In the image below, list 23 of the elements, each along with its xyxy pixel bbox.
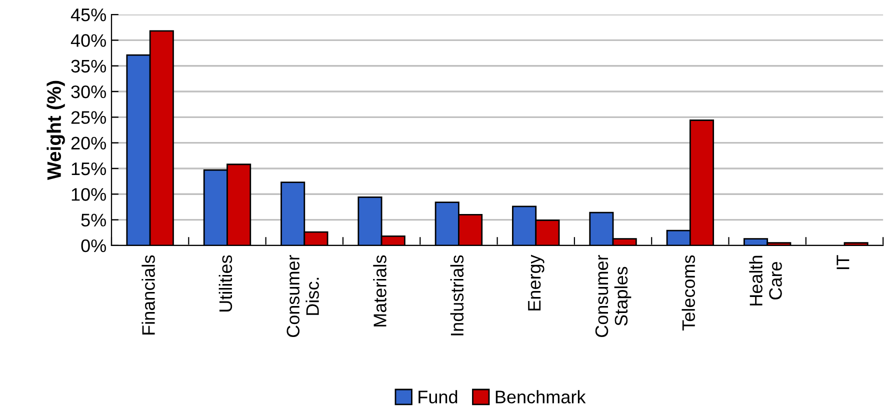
- y-tick-label: 10%: [72, 188, 106, 201]
- y-tick-label: 15%: [72, 162, 106, 176]
- x-tick-label: Telecoms: [682, 255, 696, 331]
- x-tick-label: Financials: [142, 255, 155, 334]
- legend-label: Benchmark: [496, 390, 586, 404]
- y-tick-label: 40%: [70, 34, 106, 47]
- x-tick-label: Consumer Staples: [595, 254, 632, 338]
- x-tick-label: IT: [836, 255, 850, 270]
- y-tick-label: 5%: [81, 214, 106, 227]
- legend-label: Fund: [418, 390, 458, 404]
- y-tick-label: 25%: [71, 111, 106, 124]
- y-tick-label: 20%: [71, 136, 106, 150]
- x-tick-label: Industrials: [450, 255, 464, 336]
- x-tick-label: Materials: [373, 255, 386, 326]
- x-tick-label: Utilities: [218, 255, 232, 312]
- y-tick-label: 45%: [70, 8, 106, 22]
- y-tick-label: 35%: [71, 60, 106, 73]
- x-tick-label: Health Care: [749, 256, 782, 306]
- y-axis-title: Weight (%): [46, 80, 65, 180]
- x-tick-label: Consumer Disc.: [286, 254, 319, 338]
- y-tick-label: 30%: [71, 85, 106, 98]
- y-tick-label: 0%: [81, 239, 106, 252]
- x-tick-label: Energy: [528, 254, 544, 310]
